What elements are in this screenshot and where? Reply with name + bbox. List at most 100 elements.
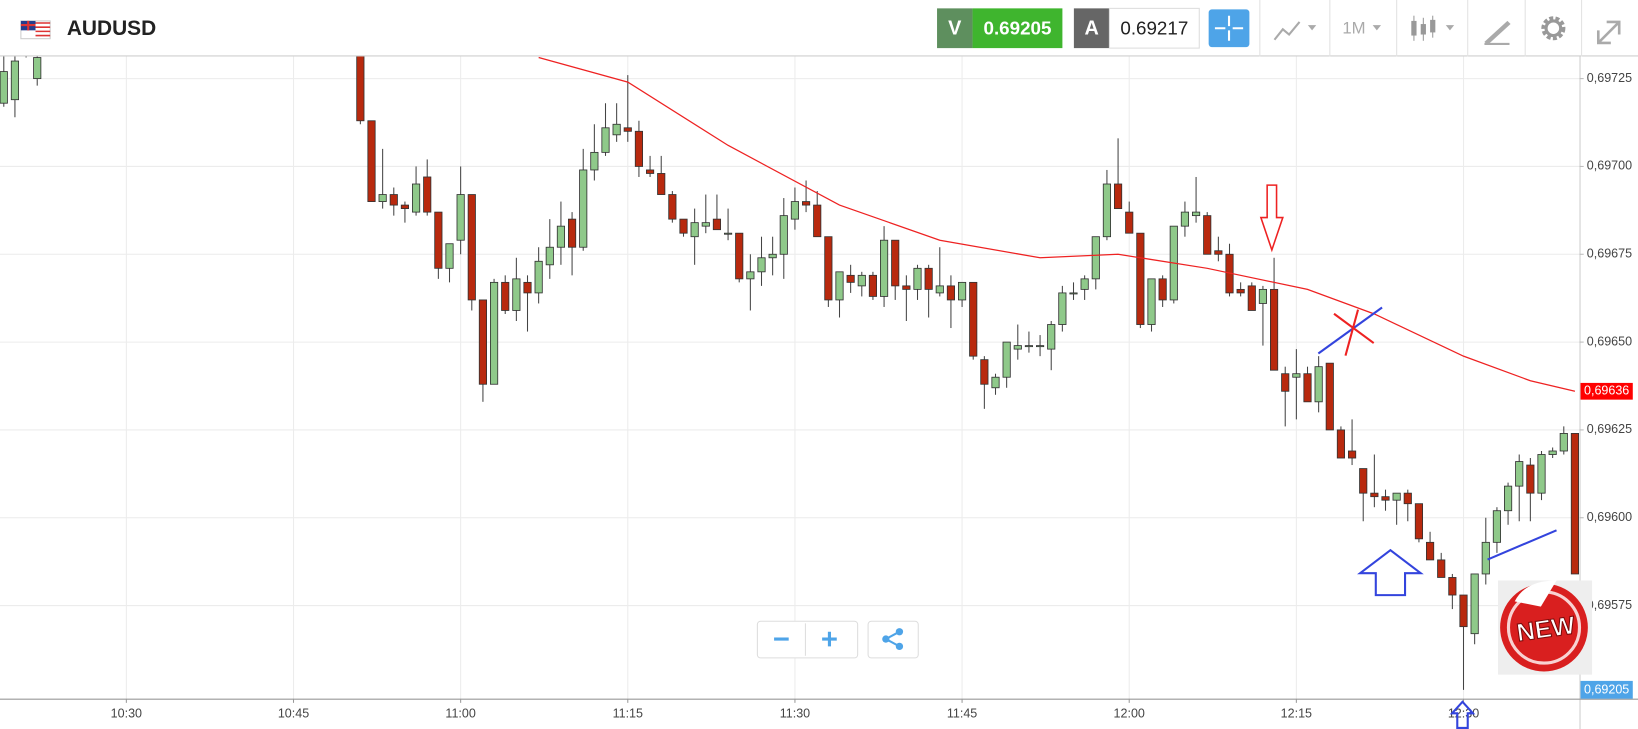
candle-body — [991, 376, 1000, 389]
chart-type-button[interactable] — [1273, 21, 1317, 41]
candle-body — [579, 169, 588, 248]
candle-body — [1036, 345, 1045, 348]
candle-body — [1270, 288, 1279, 371]
candle-body — [1147, 278, 1156, 325]
new-badge: NEW — [1498, 580, 1593, 675]
sell-label: V — [948, 18, 962, 40]
settings-button[interactable] — [1541, 16, 1566, 41]
candle-body — [1069, 292, 1078, 295]
candle-body — [1437, 559, 1446, 578]
buy-price: 0.69217 — [1120, 17, 1188, 38]
annotations — [1259, 184, 1557, 729]
moving-average — [538, 56, 1576, 392]
candle-body — [868, 274, 878, 297]
y-tick-label: 0,69675 — [1587, 247, 1632, 261]
candle-body — [1125, 211, 1134, 234]
candle-body — [646, 169, 655, 174]
sell-button[interactable]: V 0.69205 — [937, 8, 1063, 49]
candle-body — [1392, 492, 1401, 501]
candle-body — [1136, 232, 1145, 325]
candle-body — [623, 127, 632, 132]
candle-body — [1024, 345, 1034, 348]
zoom-controls — [756, 620, 919, 659]
candle-body — [1414, 503, 1424, 540]
candle-body — [1559, 433, 1568, 452]
candle-body — [802, 201, 811, 206]
x-tick-label: 12:00 — [1114, 707, 1145, 721]
crosshair-button[interactable] — [1208, 9, 1250, 48]
candle-body — [1403, 492, 1412, 505]
buy-button[interactable]: A 0.69217 — [1073, 7, 1200, 49]
candle-body — [490, 281, 499, 385]
candle-body — [958, 281, 967, 301]
candle-body — [1314, 366, 1323, 403]
candle-body — [824, 236, 833, 301]
candle-body — [1515, 461, 1524, 487]
timeframe-button[interactable]: 1M — [1342, 19, 1382, 38]
candle-body — [1381, 496, 1390, 501]
candle-body — [1247, 285, 1256, 311]
y-tick-label: 0,69650 — [1587, 334, 1632, 348]
candle-body — [1504, 485, 1513, 512]
candle-body — [1102, 183, 1112, 238]
candle-body — [835, 271, 844, 301]
candle-body — [690, 222, 699, 238]
candle-body — [478, 299, 488, 385]
candle-body — [1180, 211, 1190, 227]
buy-label: A — [1084, 18, 1098, 40]
candle-body — [679, 218, 688, 234]
candle-body — [412, 183, 421, 213]
timeframe: 1M — [1342, 19, 1365, 38]
bid-tag-text: 0,69205 — [1584, 683, 1629, 697]
grid: 0,69575 0,69600 0,69625 0,69650 0,69675 0,697… — [0, 56, 1632, 721]
candle-body — [668, 194, 677, 220]
candle-body — [534, 260, 543, 294]
candle-body — [924, 267, 933, 290]
candle-body — [1526, 464, 1535, 494]
candle-body — [501, 281, 510, 311]
candle-body — [1158, 278, 1167, 301]
candle-body — [523, 281, 532, 294]
bid-tag: 0,69205 — [1580, 680, 1633, 699]
candle-body — [1258, 288, 1268, 304]
candle-body — [846, 274, 855, 283]
candle-style-button[interactable] — [1411, 15, 1455, 41]
y-tick-label: 0,69625 — [1587, 422, 1632, 436]
candle-body — [724, 232, 733, 235]
candle-body — [1058, 292, 1067, 325]
candle-body — [33, 57, 42, 80]
fullscreen-button[interactable] — [1596, 20, 1621, 45]
candle-body — [1002, 341, 1011, 378]
candle-body — [790, 201, 800, 220]
candle-body — [712, 218, 722, 231]
zoom-in[interactable] — [822, 631, 837, 647]
candle-body — [1336, 429, 1346, 459]
candle-body — [768, 253, 777, 259]
candle-body — [423, 176, 432, 213]
candle-body — [445, 243, 454, 269]
candle-body — [1537, 454, 1546, 494]
candle-body — [1370, 492, 1379, 498]
draw-button[interactable] — [1484, 20, 1511, 45]
candle-body — [1114, 183, 1123, 210]
x-tick-label: 11:45 — [947, 707, 977, 721]
candle-body — [969, 281, 978, 357]
candle-body — [880, 239, 889, 297]
price-tag-label: 0,69636 — [1584, 384, 1629, 398]
sell-price: 0.69205 — [984, 17, 1052, 38]
candle-body — [367, 120, 376, 202]
x-tick-label: 11:15 — [613, 707, 643, 721]
candle-body — [612, 123, 621, 136]
candle-body — [400, 204, 410, 210]
candle-body — [913, 267, 922, 290]
candle-body — [735, 232, 744, 280]
candle-body — [1359, 468, 1368, 494]
candle-body — [1292, 373, 1301, 378]
candle-body — [512, 278, 521, 311]
y-tick-label: 0,69725 — [1587, 71, 1632, 85]
share-button[interactable] — [882, 628, 904, 651]
x-tick-label: 11:00 — [445, 707, 475, 721]
candle-body — [1080, 278, 1089, 290]
symbol: AUDUSD — [67, 17, 156, 40]
